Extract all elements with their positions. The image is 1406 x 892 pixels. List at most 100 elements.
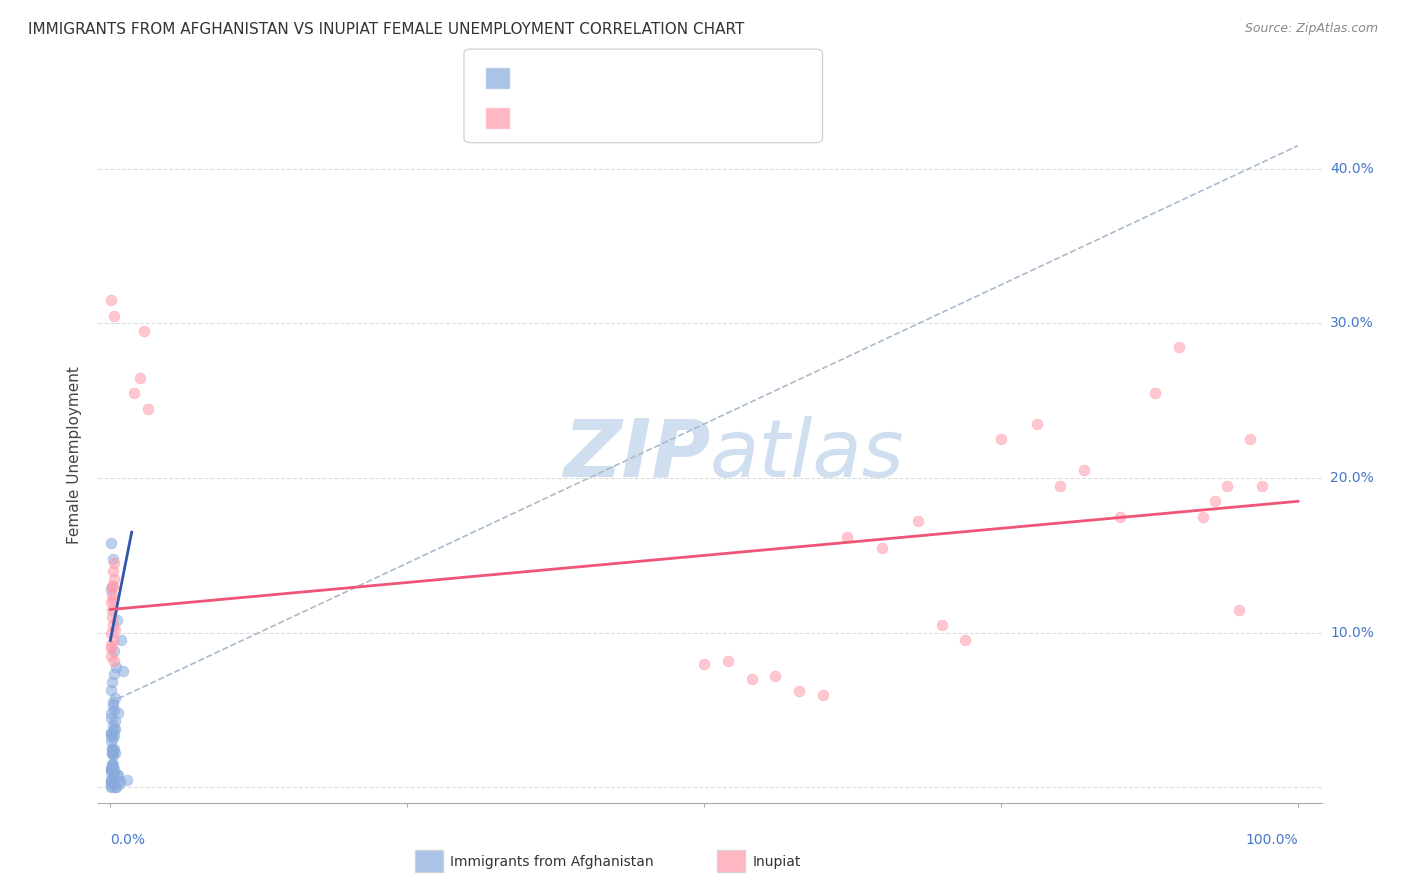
Point (107, 777, 129, 791)
Point (100, 641, 122, 656)
Point (693, 657, 716, 671)
Point (100, 772, 122, 787)
Text: 0.0%: 0.0% (110, 833, 145, 847)
Point (105, 613, 128, 627)
Point (103, 762, 125, 776)
Point (100, 536, 122, 550)
Text: Inupiat: Inupiat (752, 855, 800, 869)
Text: Immigrants from Afghanistan: Immigrants from Afghanistan (450, 855, 654, 869)
Point (1215, 479, 1237, 493)
Point (112, 665, 135, 679)
Point (103, 667, 125, 681)
Point (101, 764, 124, 779)
Text: 30.0%: 30.0% (1330, 317, 1374, 331)
Point (103, 572, 125, 586)
Point (108, 774, 131, 789)
Point (100, 762, 122, 776)
Point (103, 764, 125, 779)
Point (101, 551, 124, 566)
Point (107, 706, 129, 720)
Point (717, 654, 740, 668)
Point (1073, 463, 1095, 477)
Point (104, 722, 127, 736)
Point (107, 768, 129, 782)
Point (103, 564, 125, 578)
Point (100, 734, 122, 748)
Point (100, 779, 122, 793)
Point (132, 324, 155, 338)
Point (101, 772, 124, 787)
Point (835, 530, 858, 544)
Point (100, 293, 122, 308)
Point (100, 747, 122, 761)
Point (100, 582, 122, 597)
Point (907, 515, 929, 529)
Text: 10.0%: 10.0% (1330, 625, 1374, 640)
Point (1025, 417, 1047, 431)
Text: atlas: atlas (710, 416, 905, 494)
Point (103, 644, 125, 658)
Point (870, 541, 893, 555)
Point (1144, 386, 1167, 401)
Point (136, 401, 159, 416)
Point (931, 618, 953, 632)
Point (1192, 509, 1215, 524)
Point (101, 747, 124, 762)
Text: 40.0%: 40.0% (1330, 161, 1374, 176)
Point (100, 648, 122, 663)
Point (115, 772, 138, 787)
Point (104, 623, 127, 637)
Point (103, 714, 125, 728)
Point (103, 741, 125, 756)
Point (1168, 340, 1191, 354)
Point (103, 556, 125, 570)
Point (101, 587, 124, 601)
Point (103, 633, 125, 648)
Point (103, 309, 125, 323)
Point (101, 591, 124, 606)
Point (1251, 479, 1274, 493)
Point (101, 695, 124, 709)
Point (101, 741, 124, 756)
Point (100, 780, 122, 795)
Point (101, 579, 124, 593)
Point (787, 684, 810, 698)
Point (101, 775, 124, 789)
Point (101, 743, 124, 757)
Point (100, 706, 122, 720)
Point (101, 579, 124, 593)
Point (990, 433, 1012, 447)
Text: N = 48: N = 48 (654, 109, 716, 128)
Point (955, 633, 977, 648)
Point (100, 762, 122, 776)
Point (101, 731, 124, 745)
Point (100, 775, 122, 789)
Text: R = 0.384: R = 0.384 (519, 69, 610, 87)
Text: R = 0.367: R = 0.367 (519, 109, 610, 128)
Point (811, 688, 834, 702)
Point (1204, 494, 1226, 508)
Point (100, 595, 122, 609)
Point (105, 768, 128, 782)
Point (104, 690, 127, 705)
Text: N = 62: N = 62 (654, 69, 716, 87)
Text: ZIP: ZIP (562, 416, 710, 494)
Point (101, 760, 124, 774)
Text: 20.0%: 20.0% (1330, 471, 1374, 485)
Point (103, 654, 125, 668)
Text: IMMIGRANTS FROM AFGHANISTAN VS INUPIAT FEMALE UNEMPLOYMENT CORRELATION CHART: IMMIGRANTS FROM AFGHANISTAN VS INUPIAT F… (28, 22, 745, 37)
Point (110, 633, 132, 648)
Point (1049, 479, 1071, 493)
Point (101, 741, 124, 756)
Point (105, 659, 128, 673)
Point (100, 726, 122, 740)
Point (101, 758, 124, 772)
Point (100, 729, 122, 743)
Point (100, 764, 122, 779)
Point (101, 698, 124, 713)
Point (100, 757, 122, 772)
Point (104, 780, 127, 795)
Text: Source: ZipAtlas.com: Source: ZipAtlas.com (1244, 22, 1378, 36)
Point (100, 610, 122, 624)
Point (101, 618, 124, 632)
